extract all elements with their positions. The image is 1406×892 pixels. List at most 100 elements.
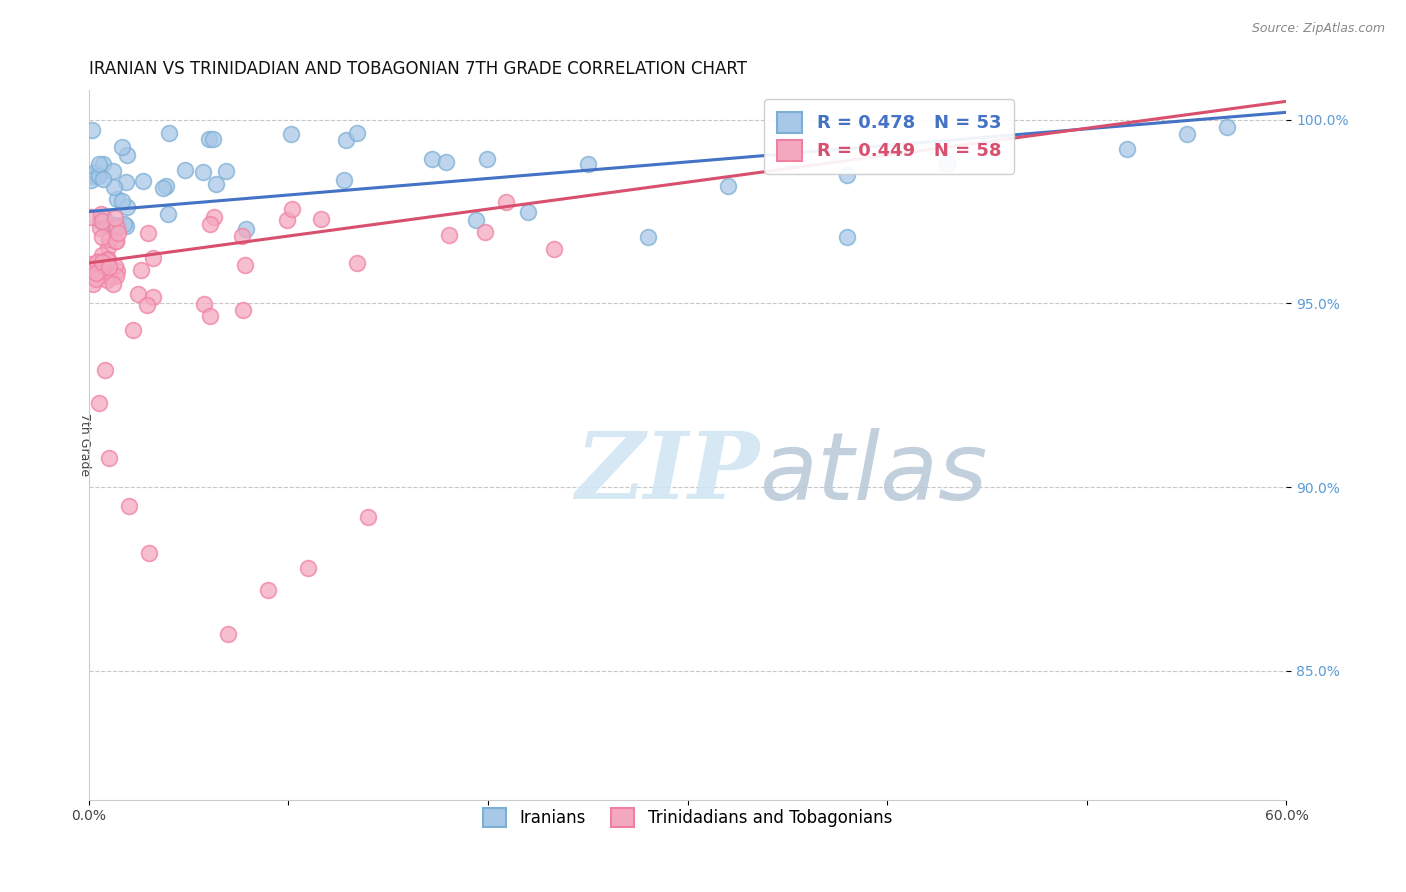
Point <box>936 157 959 171</box>
Point <box>103 180 125 194</box>
Point <box>80 210 103 224</box>
Point <box>105 234 128 248</box>
Point <box>90 229 112 244</box>
Point <box>129 263 152 277</box>
Point <box>91 214 114 228</box>
Point <box>93 211 115 226</box>
Point <box>104 211 127 225</box>
Point <box>97 450 120 465</box>
Point <box>87 268 110 282</box>
Point <box>127 287 149 301</box>
Point <box>118 499 141 513</box>
Point <box>136 226 159 240</box>
Point <box>837 168 859 182</box>
Point <box>205 178 228 192</box>
Point <box>543 242 565 256</box>
Point <box>96 253 118 268</box>
Point <box>198 131 221 145</box>
Point <box>142 290 165 304</box>
Point <box>86 255 108 269</box>
Point <box>136 298 159 312</box>
Point <box>174 163 197 178</box>
Point <box>84 272 107 286</box>
Point <box>152 181 174 195</box>
Point <box>202 210 225 224</box>
Point <box>637 230 659 244</box>
Point <box>346 126 368 140</box>
Point <box>103 164 125 178</box>
Text: Source: ZipAtlas.com: Source: ZipAtlas.com <box>1251 22 1385 36</box>
Point <box>104 260 127 274</box>
Point <box>89 253 111 268</box>
Point <box>97 240 120 254</box>
Point <box>105 220 128 235</box>
Point <box>97 232 120 246</box>
Point <box>335 133 357 147</box>
Point <box>276 213 298 227</box>
Point <box>87 395 110 409</box>
Point <box>138 546 160 560</box>
Point <box>215 163 238 178</box>
Point <box>80 257 103 271</box>
Point <box>89 214 111 228</box>
Point <box>309 212 332 227</box>
Point <box>80 173 103 187</box>
Point <box>112 217 135 231</box>
Point <box>475 152 498 166</box>
Point <box>232 303 254 318</box>
Point <box>495 194 517 209</box>
Point <box>198 309 221 323</box>
Point <box>105 192 128 206</box>
Point <box>201 132 224 146</box>
Point <box>231 229 253 244</box>
Point <box>142 251 165 265</box>
Point <box>465 212 488 227</box>
Point <box>716 178 738 193</box>
Point <box>1175 128 1198 142</box>
Point <box>115 200 138 214</box>
Point <box>89 265 111 279</box>
Point <box>104 268 127 283</box>
Point <box>89 220 111 235</box>
Point <box>576 157 599 171</box>
Point <box>87 169 110 183</box>
Point <box>114 219 136 234</box>
Point <box>82 277 104 292</box>
Point <box>107 264 129 278</box>
Point <box>357 509 380 524</box>
Point <box>91 254 114 268</box>
Point <box>97 260 120 275</box>
Point <box>117 147 139 161</box>
Point <box>156 207 179 221</box>
Point <box>346 256 368 270</box>
Point <box>198 218 221 232</box>
Point <box>193 296 215 310</box>
Point <box>96 273 118 287</box>
Y-axis label: 7th Grade: 7th Grade <box>77 413 90 476</box>
Point <box>80 123 103 137</box>
Point <box>297 561 319 575</box>
Point <box>1215 120 1237 134</box>
Point <box>89 157 111 171</box>
Legend: Iranians, Trinidadians and Tobagonians: Iranians, Trinidadians and Tobagonians <box>477 801 898 834</box>
Point <box>1115 142 1137 156</box>
Point <box>131 174 153 188</box>
Point <box>434 154 457 169</box>
Point <box>105 234 128 248</box>
Point <box>90 207 112 221</box>
Point <box>193 164 215 178</box>
Point <box>155 179 177 194</box>
Point <box>97 252 120 266</box>
Point <box>91 248 114 262</box>
Text: atlas: atlas <box>759 428 988 519</box>
Point <box>86 169 108 183</box>
Point <box>437 228 460 243</box>
Point <box>420 152 443 166</box>
Point <box>93 362 115 376</box>
Point <box>104 218 127 232</box>
Point <box>98 270 121 285</box>
Point <box>281 202 304 216</box>
Point <box>280 127 302 141</box>
Point <box>235 258 257 272</box>
Point <box>157 126 180 140</box>
